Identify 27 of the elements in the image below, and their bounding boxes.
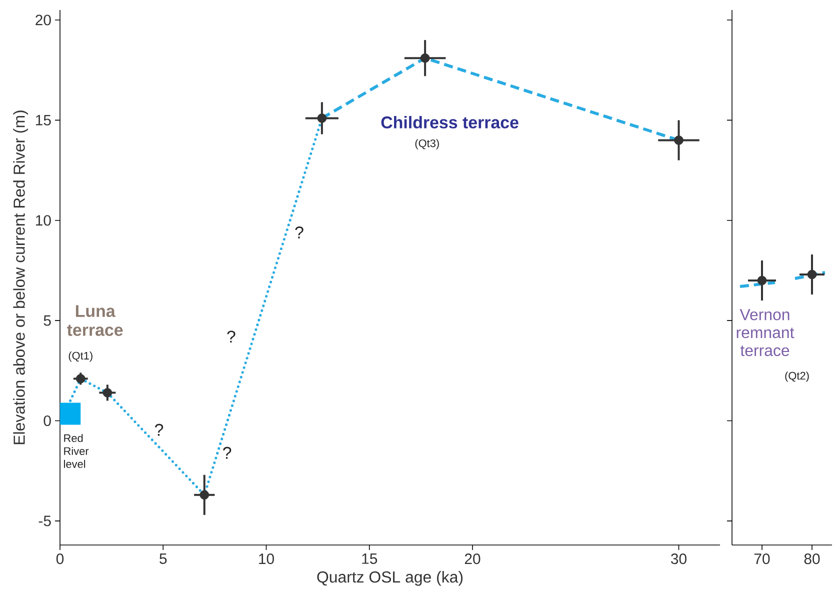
x-tick-label: 80 xyxy=(804,554,820,564)
y-tick-label: 20 xyxy=(36,14,51,26)
annotation: ? xyxy=(154,424,164,436)
x-tick-label: 0 xyxy=(56,554,64,564)
y-tick-label: 0 xyxy=(44,415,51,426)
annotation: Red River level xyxy=(64,434,89,468)
annotation: Luna terrace xyxy=(67,305,123,336)
y-axis-title: Elevation above or below current Red River (m) xyxy=(13,110,28,444)
x-tick-label: 70 xyxy=(754,554,770,564)
x-tick-label: 30 xyxy=(671,554,686,564)
x-tick-label: 10 xyxy=(259,554,274,564)
annotation: (Qt2) xyxy=(785,372,809,382)
y-tick-label: 10 xyxy=(36,215,51,226)
annotation: (Qt1) xyxy=(68,352,92,362)
x-axis-title: Quartz OSL age (ka) xyxy=(317,570,463,586)
annotation: Vernon remnant terrace xyxy=(736,309,794,356)
x-tick-label: 20 xyxy=(464,554,480,564)
annotation: ? xyxy=(227,330,236,343)
annotation: (Qt3) xyxy=(415,139,439,150)
y-tick-label: 5 xyxy=(44,315,51,326)
x-tick-label: 5 xyxy=(160,554,167,564)
y-tick-label: -5 xyxy=(38,516,51,526)
annotation: Childress terrace xyxy=(381,116,518,128)
annotation: ? xyxy=(295,226,304,238)
x-tick-label: 15 xyxy=(362,554,378,564)
y-tick-label: 15 xyxy=(36,114,51,126)
annotation: ? xyxy=(223,446,232,459)
